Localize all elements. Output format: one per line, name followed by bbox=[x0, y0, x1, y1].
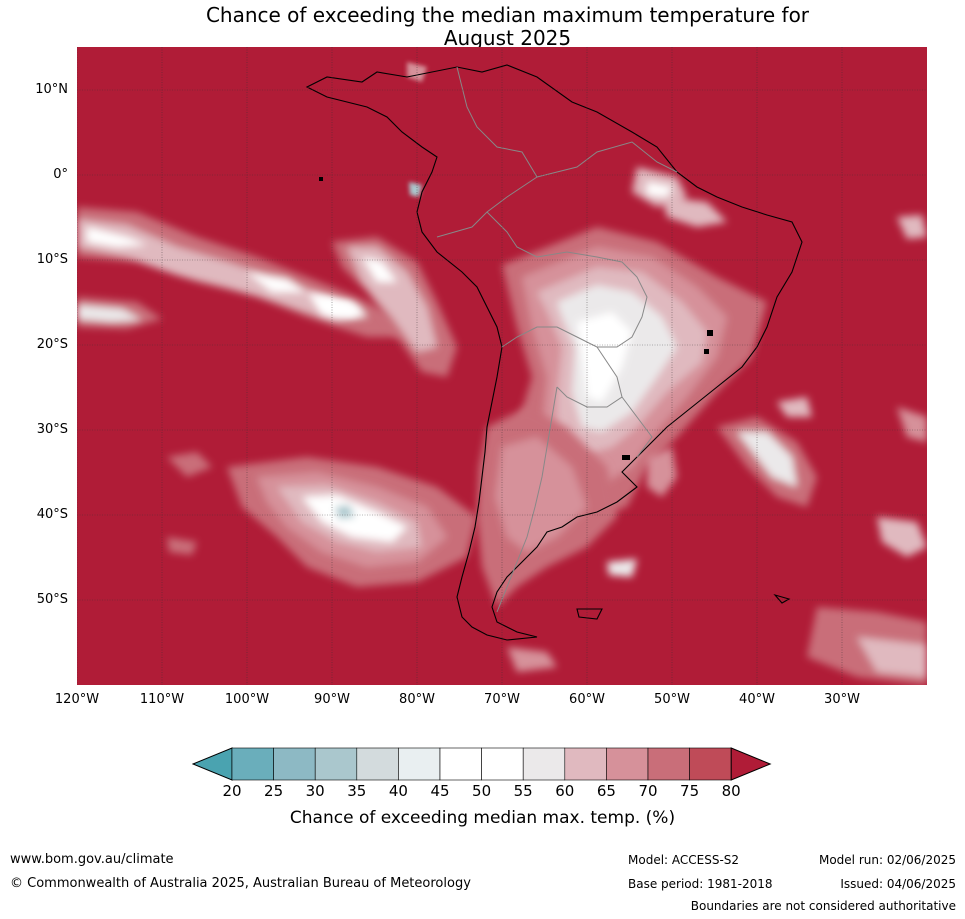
footer-model: Model: ACCESS-S2 bbox=[628, 853, 740, 867]
footer-model-run: Model run: 02/06/2025 bbox=[818, 853, 956, 867]
graticule bbox=[77, 47, 927, 685]
colorbar-cell bbox=[689, 747, 732, 781]
lon-label-70w: 70°W bbox=[484, 692, 520, 707]
colorbar-tick-label: 65 bbox=[596, 782, 616, 800]
country-borders bbox=[436, 66, 678, 613]
colorbar-cell bbox=[564, 747, 607, 781]
lon-label-100w: 100°W bbox=[224, 692, 270, 707]
footer-url: www.bom.gov.au/climate bbox=[10, 852, 174, 867]
colorbar-tick-label: 30 bbox=[305, 782, 325, 800]
lat-label-20s: 20°S bbox=[36, 337, 68, 352]
lon-label-30w: 30°W bbox=[824, 692, 860, 707]
colorbar-cell bbox=[647, 747, 690, 781]
colorbar-tick-label: 40 bbox=[388, 782, 408, 800]
lon-label-50w: 50°W bbox=[654, 692, 690, 707]
colorbar-cell bbox=[522, 747, 566, 781]
colorbar-cell bbox=[314, 747, 358, 781]
lat-label-40s: 40°S bbox=[36, 507, 68, 522]
colorbar-tick-label: 60 bbox=[555, 782, 575, 800]
colorbar-tick-label: 25 bbox=[264, 782, 284, 800]
colorbar-extend-high bbox=[730, 747, 772, 781]
footer-disclaimer: Boundaries are not considered authoritat… bbox=[690, 899, 956, 913]
colorbar-tick-label: 50 bbox=[472, 782, 492, 800]
lon-label-120w: 120°W bbox=[54, 692, 100, 707]
chart-title: Chance of exceeding the median maximum t… bbox=[0, 4, 965, 50]
lon-label-40w: 40°W bbox=[739, 692, 775, 707]
colorbar-tick-label: 45 bbox=[430, 782, 450, 800]
lat-label-50s: 50°S bbox=[36, 592, 68, 607]
lon-label-60w: 60°W bbox=[569, 692, 605, 707]
colorbar-cell bbox=[231, 747, 274, 781]
probability-map bbox=[77, 47, 927, 685]
colorbar-cell bbox=[356, 747, 399, 781]
lon-label-110w: 110°W bbox=[139, 692, 185, 707]
colorbar-cell bbox=[481, 747, 524, 781]
lat-label-10n: 10°N bbox=[35, 82, 68, 97]
colorbar-cell bbox=[398, 747, 441, 781]
lat-label-10s: 10°S bbox=[36, 252, 68, 267]
colorbar-cell bbox=[606, 747, 649, 781]
lat-label-30s: 30°S bbox=[36, 422, 68, 437]
colorbar-extend-low bbox=[192, 747, 233, 781]
colorbar bbox=[192, 747, 772, 781]
lon-label-90w: 90°W bbox=[314, 692, 350, 707]
colorbar-cell bbox=[439, 747, 482, 781]
colorbar-tick-label: 80 bbox=[721, 782, 741, 800]
lat-label-0: 0° bbox=[53, 167, 68, 182]
colorbar-tick-label: 70 bbox=[638, 782, 658, 800]
colorbar-tick-label: 55 bbox=[513, 782, 533, 800]
title-line-2: August 2025 bbox=[443, 26, 572, 50]
colorbar-label: Chance of exceeding median max. temp. (%… bbox=[289, 808, 676, 828]
colorbar-tick-label: 35 bbox=[347, 782, 367, 800]
colorbar-cell bbox=[273, 747, 316, 781]
title-line-1: Chance of exceeding the median maximum t… bbox=[205, 3, 810, 27]
footer-issued: Issued: 04/06/2025 bbox=[840, 877, 956, 891]
probability-contours bbox=[77, 62, 927, 685]
coastline bbox=[305, 64, 803, 641]
footer-base-period: Base period: 1981-2018 bbox=[628, 877, 773, 891]
colorbar-tick-label: 75 bbox=[680, 782, 700, 800]
footer-copyright: © Commonwealth of Australia 2025, Austra… bbox=[10, 876, 471, 891]
colorbar-tick-label: 20 bbox=[222, 782, 242, 800]
lon-label-80w: 80°W bbox=[399, 692, 435, 707]
map-islands bbox=[319, 177, 713, 460]
